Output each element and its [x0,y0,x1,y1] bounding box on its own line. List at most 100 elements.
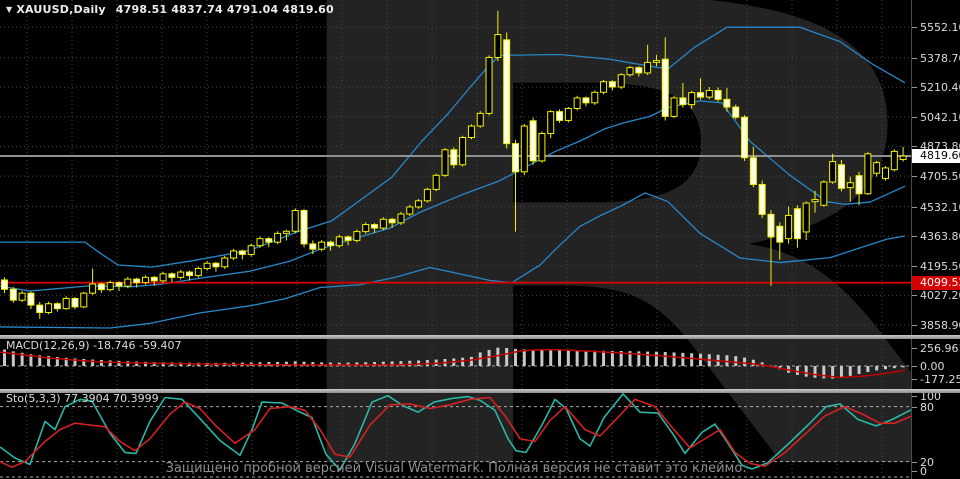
chart-title: ▼ XAUUSD,Daily 4798.51 4837.74 4791.04 481… [6,3,334,16]
price-axis-label: 4195.50 [920,259,960,273]
bull-candle [159,273,167,282]
bear-candle [608,81,616,88]
price-axis-label: 4705.50 [920,170,960,184]
bear-candle [97,283,105,291]
bear-candle [855,175,863,195]
bull-candle [785,214,793,240]
bear-candle [71,297,79,308]
bull-candle [467,125,475,138]
price-axis-label: 4027.20 [920,289,960,303]
bear-candle [115,282,123,287]
axis-tick [912,57,917,59]
bull-candle [846,182,854,189]
macd-axis-label: 0.00 [920,360,945,373]
bear-candle [556,111,564,121]
bull-candle [274,232,282,243]
bull-candle [573,97,581,109]
bull-candle [459,136,467,166]
bull-candle [18,292,26,301]
bull-candle [423,188,431,202]
bull-candle [432,174,440,190]
symbol-timeframe-label: XAUUSD,Daily [16,3,106,16]
bull-candle [106,282,114,291]
bear-candle [529,120,537,162]
bear-candle [238,250,246,255]
price-axis-label: 4532.10 [920,200,960,214]
bull-candle [256,238,264,247]
bull-candle [591,91,599,104]
bull-candle [600,81,608,93]
bull-candle [899,155,907,160]
bear-candle [635,67,643,74]
bear-candle [53,303,61,310]
bull-candle [318,241,326,250]
bear-candle [27,292,35,306]
price-axis-label: 4363.80 [920,230,960,244]
bear-candle [503,39,511,145]
axis-tick [912,461,917,463]
bull-candle [203,262,211,270]
bear-candle [265,238,273,243]
bear-candle [150,276,158,282]
bull-candle [353,231,361,241]
price-axis-label: 5042.10 [920,110,960,124]
bear-candle [326,241,334,247]
current-price-badge: 4819.60 [912,149,960,164]
bear-candle [371,224,379,229]
sto-axis-label: 80 [920,400,934,414]
stochastic-indicator-label: Sto(5,3,3) 77.3904 70.3999 [6,392,159,405]
bear-candle [793,208,801,240]
bear-candle [714,90,722,100]
axis-tick [912,347,917,349]
bear-candle [388,218,396,224]
bull-candle [688,92,696,106]
bull-candle [820,181,828,206]
bear-candle [1,279,8,290]
panel-separator-stochastic[interactable] [0,389,960,393]
bull-candle [829,161,837,183]
bull-candle [811,199,819,203]
bollinger-lower-band [0,192,906,329]
price-axis-border [911,0,912,479]
ohlc-values: 4798.51 4837.74 4791.04 4819.60 [115,3,334,16]
bull-candle [476,112,484,127]
price-axis[interactable]: 5552.105378.705210.405042.104873.804705.… [912,0,960,479]
bear-candle [679,97,687,106]
bull-candle [379,218,387,229]
bear-candle [212,262,220,268]
axis-tick [912,176,917,178]
price-axis-label: 5378.70 [920,51,960,65]
bull-candle [89,283,97,294]
bull-candle [291,209,299,232]
bull-candle [485,56,493,114]
axis-tick [912,87,917,89]
sto-axis-label: 20 [920,455,934,469]
symbol-dropdown-arrow-icon[interactable]: ▼ [6,5,13,14]
sto-axis-label: 0 [920,465,927,478]
bear-candle [732,106,740,118]
bear-candle [776,225,784,243]
bull-candle [247,245,255,255]
bear-candle [741,116,749,159]
watermark-text: Защищено пробной версией Visual Watermar… [165,461,747,476]
bull-candle [705,90,713,98]
bull-candle [670,97,678,117]
bear-candle [749,157,757,185]
bull-candle [864,153,872,195]
bear-candle [133,278,141,284]
bull-candle [177,271,185,278]
bull-candle [397,213,405,224]
panel-separator-macd[interactable] [0,335,960,339]
bear-candle [36,304,44,314]
bear-candle [309,243,317,250]
bull-candle [494,34,502,58]
macd-axis-label: -177.259 [920,372,960,386]
axis-tick [912,146,917,148]
bear-candle [758,183,766,215]
bear-candle [582,97,590,104]
bull-candle [194,268,202,277]
bull-candle [45,303,53,314]
axis-tick [912,27,917,29]
axis-tick [912,366,917,367]
